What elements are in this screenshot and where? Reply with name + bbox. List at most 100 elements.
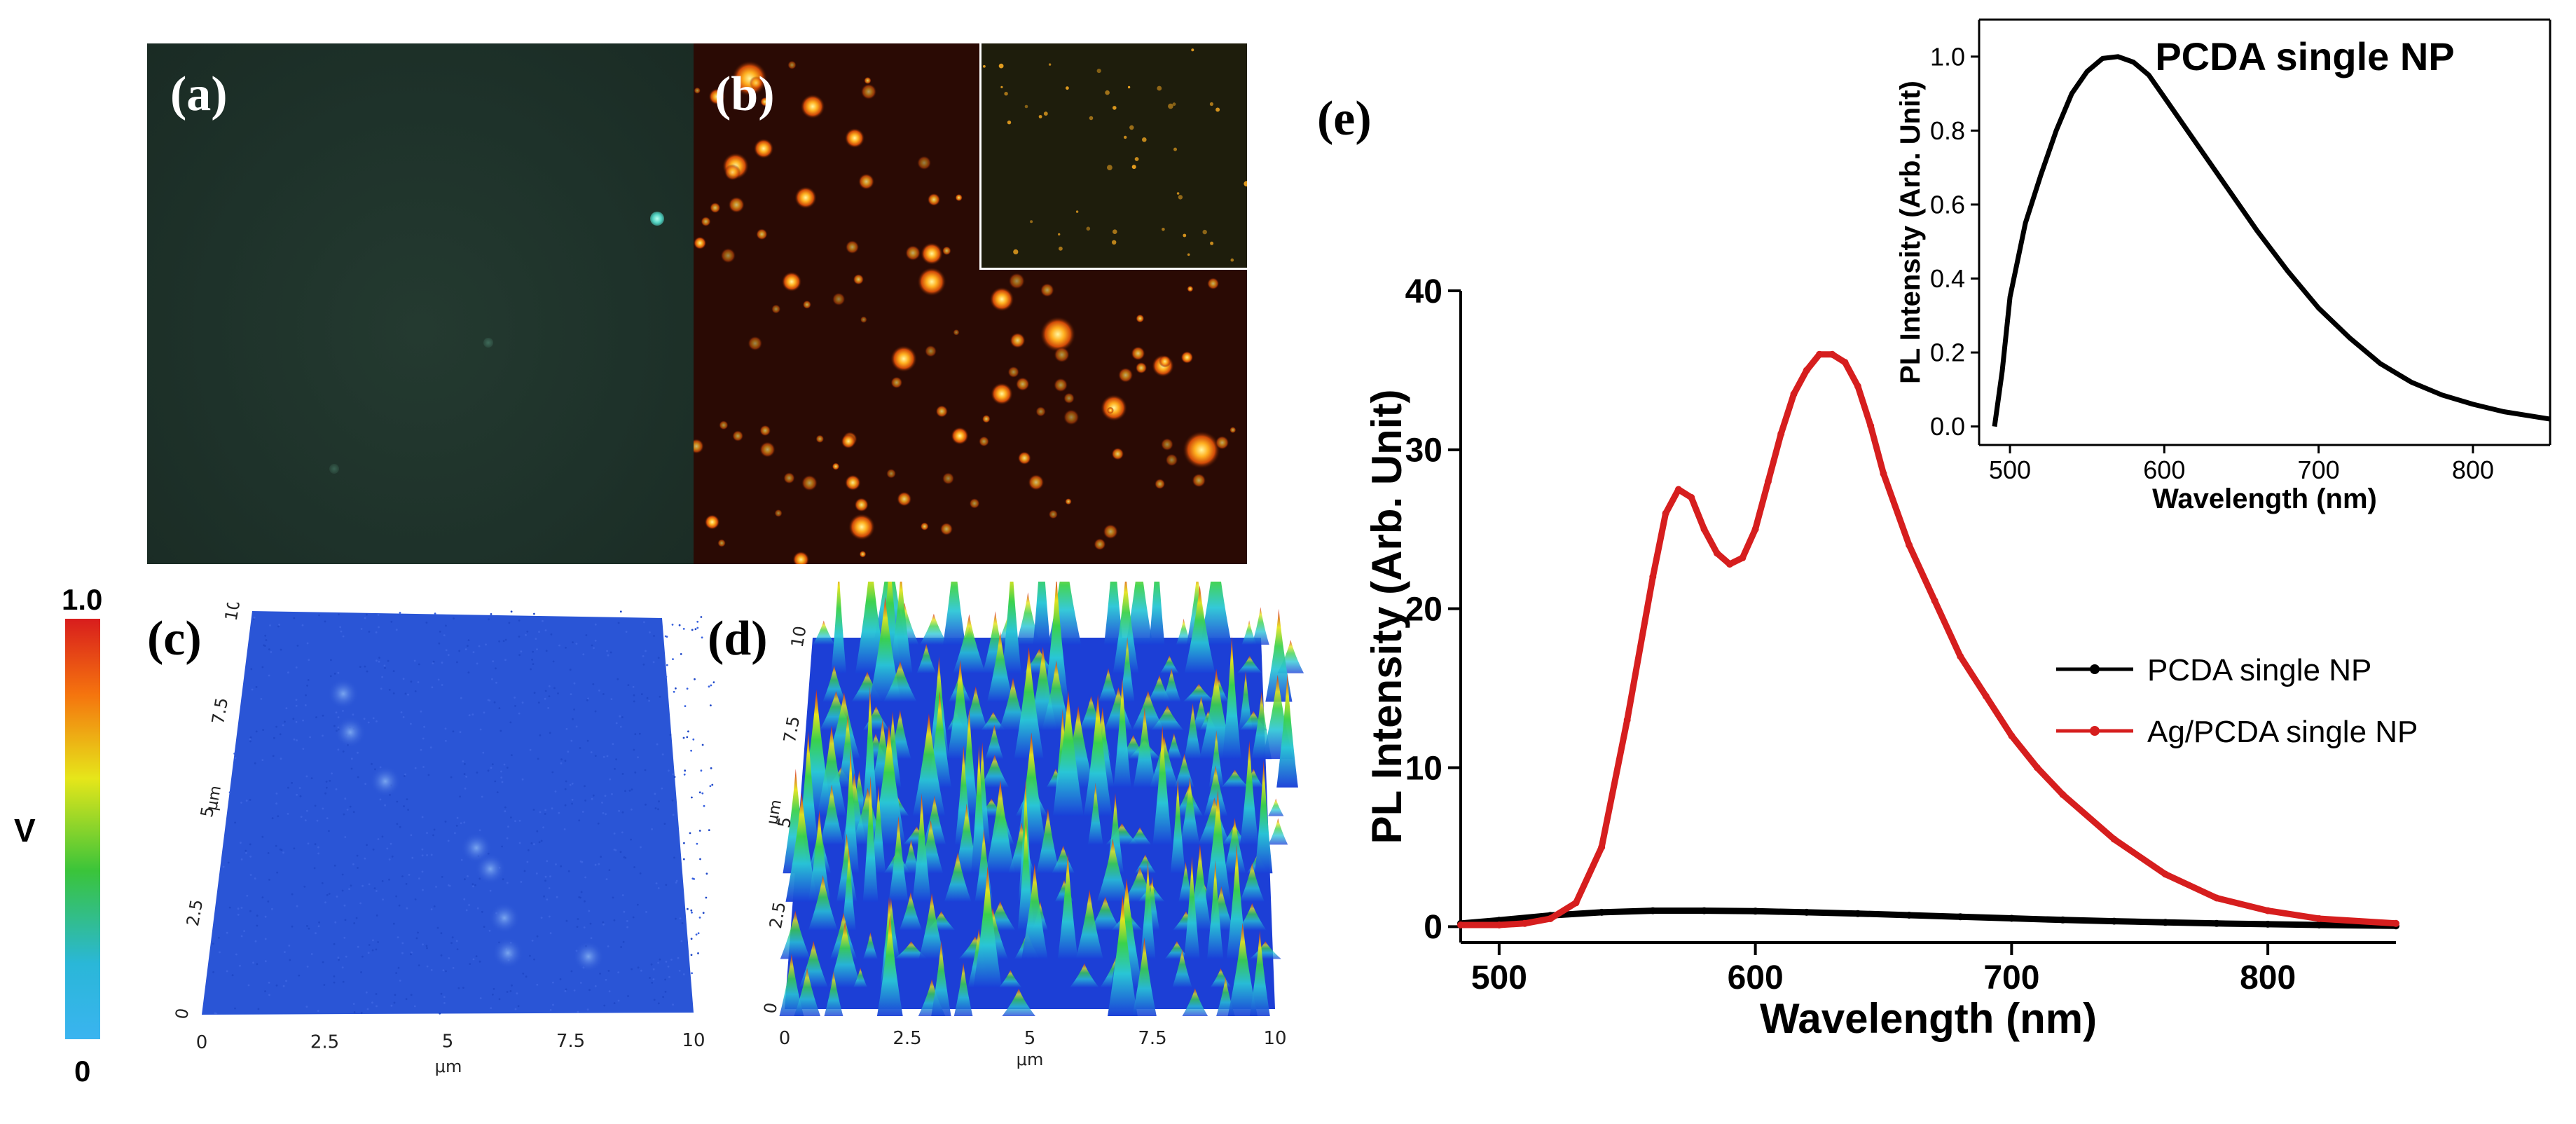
fluorescent-spot bbox=[787, 60, 797, 70]
y-tick-label: 30 bbox=[1405, 432, 1442, 470]
afm-noise bbox=[558, 811, 560, 814]
afm-noise bbox=[271, 817, 274, 820]
afm-spike bbox=[1239, 863, 1265, 902]
afm-noise bbox=[520, 650, 523, 653]
afm-noise bbox=[403, 805, 405, 807]
afm-noise bbox=[544, 879, 546, 882]
afm-spike bbox=[1251, 607, 1269, 645]
afm-c-y-tick: 5 bbox=[197, 805, 218, 819]
afm-noise bbox=[696, 620, 699, 623]
afm-spike bbox=[876, 914, 903, 1016]
afm-bump bbox=[493, 938, 523, 968]
afm-noise bbox=[403, 775, 406, 777]
afm-noise bbox=[438, 642, 441, 645]
afm-noise bbox=[462, 760, 464, 762]
afm-noise bbox=[661, 787, 663, 790]
afm-noise bbox=[621, 894, 624, 896]
afm-noise bbox=[649, 631, 651, 633]
afm-noise bbox=[654, 807, 657, 809]
afm-noise bbox=[511, 984, 513, 987]
afm-noise bbox=[322, 807, 324, 810]
afm-noise bbox=[342, 751, 345, 753]
afm-noise bbox=[624, 790, 626, 793]
afm-noise bbox=[441, 876, 443, 878]
afm-spike bbox=[1183, 683, 1215, 702]
afm-bump bbox=[335, 717, 366, 748]
afm-noise bbox=[686, 736, 689, 739]
afm-noise bbox=[650, 963, 653, 966]
afm-spike bbox=[1002, 582, 1021, 673]
afm-noise bbox=[579, 982, 582, 984]
afm-noise bbox=[686, 687, 689, 690]
fluorescent-spot bbox=[760, 97, 770, 107]
afm-noise bbox=[422, 766, 425, 768]
afm-spike bbox=[1152, 725, 1173, 845]
afm-noise bbox=[573, 708, 575, 711]
afm-spike bbox=[943, 582, 966, 645]
afm-noise bbox=[472, 651, 475, 653]
afm-noise bbox=[451, 936, 454, 939]
fluorescent-spot bbox=[1230, 426, 1237, 434]
afm-noise bbox=[253, 616, 256, 619]
afm-noise bbox=[264, 915, 267, 918]
afm-noise bbox=[550, 633, 553, 636]
afm-noise bbox=[617, 999, 620, 1002]
x-tick-label: 800 bbox=[2240, 959, 2296, 996]
fluorescent-spot bbox=[845, 240, 860, 254]
afm-spike bbox=[1140, 861, 1156, 959]
afm-noise bbox=[617, 678, 619, 680]
afm-noise bbox=[333, 943, 336, 945]
afm-noise bbox=[526, 861, 529, 863]
afm-noise bbox=[613, 832, 616, 835]
bright-spot bbox=[650, 212, 664, 226]
afm-noise bbox=[375, 631, 378, 633]
afm-noise bbox=[518, 654, 521, 657]
afm-noise bbox=[514, 1008, 517, 1010]
afm-noise bbox=[671, 799, 674, 802]
afm-noise bbox=[317, 925, 320, 928]
fluorescent-spot bbox=[921, 242, 943, 265]
afm-noise bbox=[340, 630, 343, 633]
afm-spike bbox=[888, 816, 909, 902]
afm-spike bbox=[831, 582, 846, 673]
afm-spike bbox=[883, 661, 917, 702]
fluorescent-spot bbox=[719, 420, 729, 430]
data-point bbox=[1547, 912, 1554, 919]
inset-spot bbox=[1059, 246, 1063, 251]
afm-noise bbox=[518, 712, 521, 715]
afm-noise bbox=[352, 863, 354, 865]
afm-noise bbox=[435, 886, 437, 888]
afm-noise bbox=[609, 778, 612, 781]
afm-noise bbox=[592, 683, 595, 685]
afm-noise bbox=[313, 867, 316, 870]
inset-spot bbox=[1113, 106, 1117, 110]
afm-noise bbox=[536, 983, 539, 986]
afm-noise bbox=[421, 848, 424, 851]
afm-noise bbox=[406, 907, 408, 910]
afm-noise bbox=[584, 900, 586, 903]
colorbar-axis-label: V bbox=[14, 812, 36, 849]
afm-noise bbox=[268, 879, 270, 881]
afm-d-x-tick: 10 bbox=[1263, 1028, 1286, 1049]
afm-noise bbox=[645, 911, 647, 913]
afm-noise bbox=[456, 661, 458, 664]
fluorescent-spot bbox=[969, 498, 980, 509]
inset-spot bbox=[1162, 228, 1165, 231]
afm-spike bbox=[1162, 669, 1181, 702]
afm-noise bbox=[356, 854, 359, 857]
afm-noise bbox=[633, 748, 635, 751]
afm-noise bbox=[590, 937, 593, 940]
data-point bbox=[2008, 732, 2016, 740]
afm-noise bbox=[439, 631, 441, 633]
legend-marker bbox=[2090, 664, 2100, 674]
afm-noise bbox=[576, 926, 579, 928]
afm-noise bbox=[504, 659, 507, 662]
afm-noise bbox=[684, 705, 687, 707]
afm-noise bbox=[491, 678, 493, 680]
afm-noise bbox=[577, 918, 579, 920]
fluorescent-spot bbox=[753, 138, 774, 159]
afm-noise bbox=[545, 650, 548, 652]
afm-noise bbox=[317, 1010, 319, 1012]
data-point bbox=[1572, 899, 1580, 907]
afm-noise bbox=[530, 668, 532, 671]
